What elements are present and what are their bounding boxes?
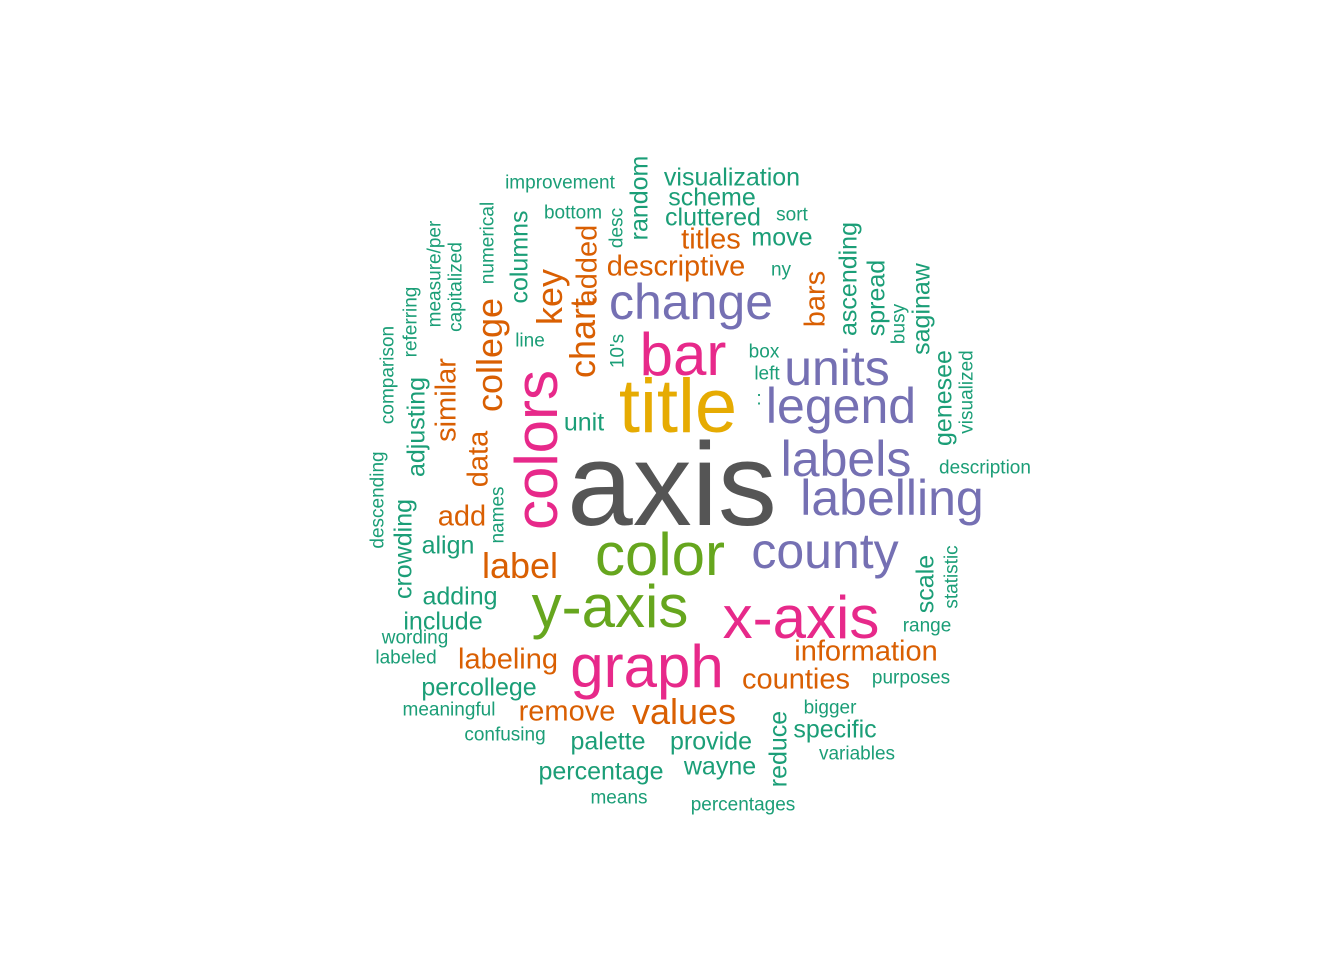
word-align: align: [421, 531, 475, 560]
word-visualization: visualization: [663, 163, 801, 192]
word-specific: specific: [793, 715, 877, 744]
word-genesee: genesee: [929, 350, 958, 446]
word-cluttered: cluttered: [665, 203, 761, 232]
word-desc: desc: [606, 207, 628, 249]
word-chart: chart: [562, 297, 603, 379]
word-colon: :: [756, 388, 762, 410]
word-y-axis: y-axis: [531, 573, 689, 640]
word-visualized: visualized: [956, 350, 978, 434]
word-label: label: [481, 545, 559, 586]
word-scale: scale: [911, 554, 940, 614]
word-color: color: [594, 521, 726, 588]
word-busy: busy: [888, 303, 910, 345]
word-labels: labels: [780, 431, 912, 487]
word-axis: axis: [567, 419, 777, 551]
word-college: college: [469, 297, 510, 413]
word-columns: columns: [505, 210, 534, 304]
word-left: left: [754, 363, 780, 385]
word-similar: similar: [430, 358, 463, 442]
word-ascending: ascending: [834, 222, 863, 336]
word-means: means: [590, 787, 648, 809]
word-names: names: [487, 486, 509, 544]
word-remove: remove: [518, 695, 616, 728]
word-referring: referring: [400, 286, 422, 358]
word-bigger: bigger: [803, 697, 857, 719]
word-adjusting: adjusting: [402, 376, 431, 478]
word-change: change: [608, 274, 774, 330]
word-colors: colors: [503, 369, 570, 531]
word-random: random: [625, 155, 654, 241]
word-purposes: purposes: [871, 667, 951, 689]
word-provide: provide: [670, 727, 752, 756]
word-variables: variables: [818, 743, 896, 765]
word-bar: bar: [639, 321, 727, 388]
word-line: line: [515, 330, 545, 352]
word-sort: sort: [776, 204, 808, 226]
word-add: add: [437, 500, 487, 533]
word-percentage: percentage: [538, 757, 664, 786]
word-percentages: percentages: [690, 794, 796, 816]
word-labeled: labeled: [375, 647, 437, 669]
word-improvement: improvement: [505, 172, 615, 194]
word-legend: legend: [765, 378, 917, 434]
word-saginaw: saginaw: [907, 263, 936, 355]
word-move: move: [751, 223, 813, 252]
word-county: county: [751, 523, 899, 579]
word-graph: graph: [570, 633, 724, 700]
word-title: title: [618, 364, 738, 449]
word-units: units: [784, 340, 890, 396]
word-information: information: [794, 635, 938, 668]
word-values: values: [631, 691, 737, 732]
word-labelling: labelling: [800, 470, 984, 526]
word-confusing: confusing: [464, 724, 546, 746]
word-bottom: bottom: [543, 202, 603, 224]
word-descending: descending: [367, 451, 389, 549]
word-palette: palette: [570, 727, 646, 756]
word-added: added: [571, 224, 604, 306]
word-reduce: reduce: [764, 710, 793, 788]
word-ny: ny: [770, 259, 792, 281]
word-comparison: comparison: [377, 325, 399, 425]
word-x-axis: x-axis: [722, 584, 880, 651]
word-box: box: [748, 341, 780, 363]
word-descriptive: descriptive: [606, 250, 746, 283]
word-10-s: 10's: [607, 333, 629, 369]
word-titles: titles: [681, 223, 741, 256]
word-statistic: statistic: [941, 545, 963, 609]
word-meaningful: meaningful: [402, 699, 496, 721]
word-wayne: wayne: [683, 752, 757, 781]
word-include: include: [403, 607, 483, 636]
word-scheme: scheme: [668, 183, 756, 212]
word-spread: spread: [862, 259, 891, 337]
word-unit: unit: [563, 408, 605, 437]
word-range: range: [902, 615, 952, 637]
word-adding: adding: [422, 582, 498, 611]
word-measure-per: measure/per: [424, 220, 446, 328]
word-description: description: [939, 457, 1031, 479]
word-numerical: numerical: [477, 201, 499, 285]
word-counties: counties: [741, 663, 851, 696]
word-labeling: labeling: [458, 643, 558, 676]
word-data: data: [462, 430, 495, 488]
word-bars: bars: [799, 270, 832, 328]
word-wording: wording: [381, 627, 449, 649]
word-capitalized: capitalized: [445, 242, 467, 332]
word-percollege: percollege: [421, 673, 537, 702]
word-crowding: crowding: [389, 498, 418, 600]
